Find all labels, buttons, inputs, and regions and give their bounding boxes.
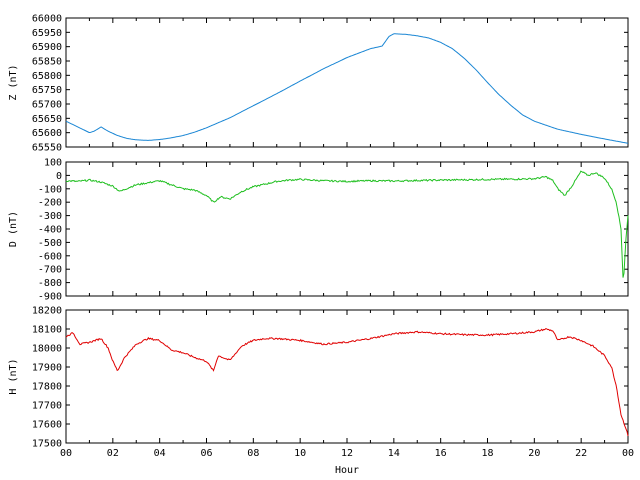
y-tick-label: 17500	[32, 439, 62, 450]
y-tick-label: 65550	[32, 143, 62, 154]
y-tick-label: 65850	[32, 57, 62, 68]
y-axis-label: Z (nT)	[8, 64, 19, 100]
y-tick-label: 65950	[32, 28, 62, 39]
x-tick-label: 06	[200, 448, 212, 459]
y-tick-label: -800	[38, 278, 62, 289]
y-tick-label: 65900	[32, 42, 62, 53]
x-tick-label: 22	[575, 448, 587, 459]
series-line	[65, 170, 629, 278]
x-tick-label: 00	[622, 448, 634, 459]
x-tick-label: 16	[435, 448, 447, 459]
y-tick-label: 17600	[32, 420, 62, 431]
x-tick-label: 14	[388, 448, 400, 459]
panel-2: -900 -800 -700 -600 -500 -400 -300 -200 -100 0 100…	[8, 158, 629, 303]
x-tick-label: 08	[247, 448, 259, 459]
plot-frame	[65, 17, 629, 148]
y-tick-label: 17800	[32, 382, 62, 393]
y-tick-label: 100	[44, 158, 62, 169]
y-tick-label: 65700	[32, 100, 62, 111]
y-tick-label: -200	[38, 198, 62, 209]
x-tick-label: 18	[481, 448, 493, 459]
series-line	[65, 328, 629, 437]
panel-1: 65550 65600 65650 65700 65750 65800 65850 65900…	[8, 14, 629, 154]
y-tick-label: 18200	[32, 306, 62, 317]
y-tick-label: 0	[56, 171, 62, 182]
y-tick-label: 18000	[32, 344, 62, 355]
y-tick-label: 18100	[32, 325, 62, 336]
y-tick-label: -900	[38, 292, 62, 303]
y-tick-label: 65600	[32, 128, 62, 139]
y-tick-label: -700	[38, 265, 62, 276]
x-tick-label: 20	[528, 448, 540, 459]
x-axis-label: Hour	[335, 465, 359, 476]
x-tick-label: 04	[154, 448, 166, 459]
y-axis-label: H (nT)	[8, 358, 19, 394]
y-tick-label: 17900	[32, 363, 62, 374]
series-line	[65, 33, 629, 144]
y-tick-label: -300	[38, 211, 62, 222]
y-tick-label: 66000	[32, 14, 62, 25]
y-tick-label: -600	[38, 251, 62, 262]
y-tick-label: -400	[38, 225, 62, 236]
x-tick-label: 00	[60, 448, 72, 459]
panel-3: 1750017600177001780017900180001810018200…	[8, 306, 634, 477]
x-tick-label: 10	[294, 448, 306, 459]
y-axis-label: D (nT)	[8, 211, 19, 247]
y-tick-label: 65650	[32, 114, 62, 125]
y-tick-label: 65750	[32, 85, 62, 96]
x-tick-label: 02	[107, 448, 119, 459]
y-tick-label: 17700	[32, 401, 62, 412]
y-tick-label: -500	[38, 238, 62, 249]
y-tick-label: 65800	[32, 71, 62, 82]
y-tick-label: -100	[38, 184, 62, 195]
x-tick-label: 12	[341, 448, 353, 459]
